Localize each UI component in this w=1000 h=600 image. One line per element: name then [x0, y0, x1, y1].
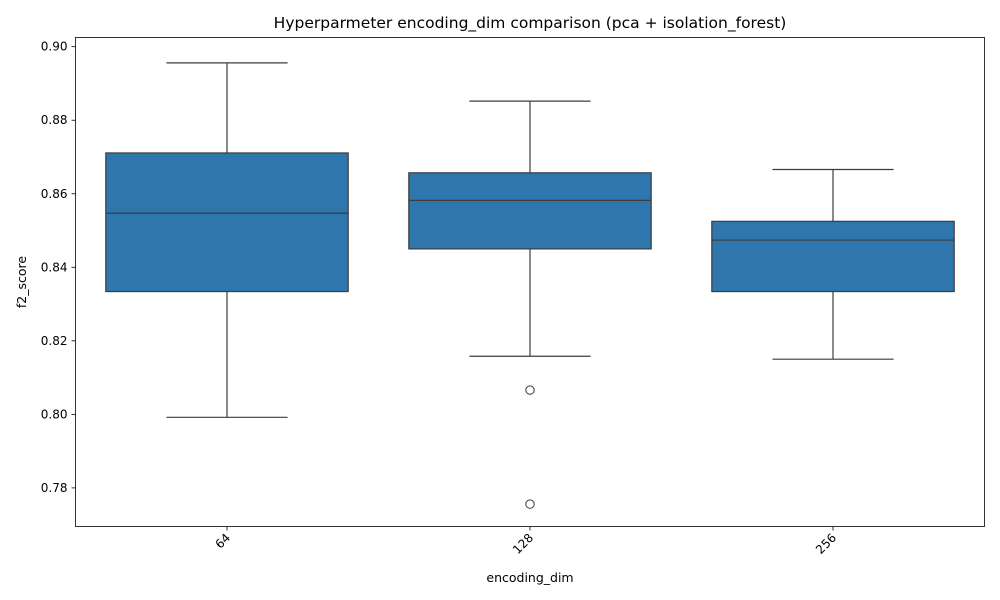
- y-tick-label: 0.82: [41, 334, 68, 348]
- box-group-64: [105, 62, 349, 418]
- y-tick-label: 0.90: [41, 40, 68, 54]
- x-tick-label: 64: [212, 531, 233, 552]
- outlier-point: [525, 385, 535, 395]
- box-iqr-64: [105, 152, 349, 293]
- y-tick-label: 0.88: [41, 113, 68, 127]
- x-axis-label: encoding_dim: [486, 570, 573, 585]
- y-tick-label: 0.86: [41, 187, 68, 201]
- y-tick-label: 0.80: [41, 407, 68, 421]
- y-axis-label: f2_score: [14, 256, 29, 309]
- chart-title: Hyperparmeter encoding_dim comparison (p…: [274, 14, 787, 33]
- box-iqr-256: [711, 220, 955, 293]
- plot-area: [105, 62, 955, 509]
- y-tick-label: 0.78: [41, 481, 68, 495]
- outlier-point: [525, 499, 535, 509]
- y-tick-label: 0.84: [41, 260, 68, 274]
- box-group-128: [408, 100, 652, 509]
- x-tick-label: 128: [510, 531, 536, 557]
- box-iqr-128: [408, 172, 652, 250]
- x-axis: 64 128 256: [212, 526, 839, 557]
- x-tick-label: 256: [813, 531, 839, 557]
- box-group-256: [711, 168, 955, 360]
- y-axis: 0.78 0.80 0.82 0.84 0.86 0.88 0.90: [41, 40, 76, 495]
